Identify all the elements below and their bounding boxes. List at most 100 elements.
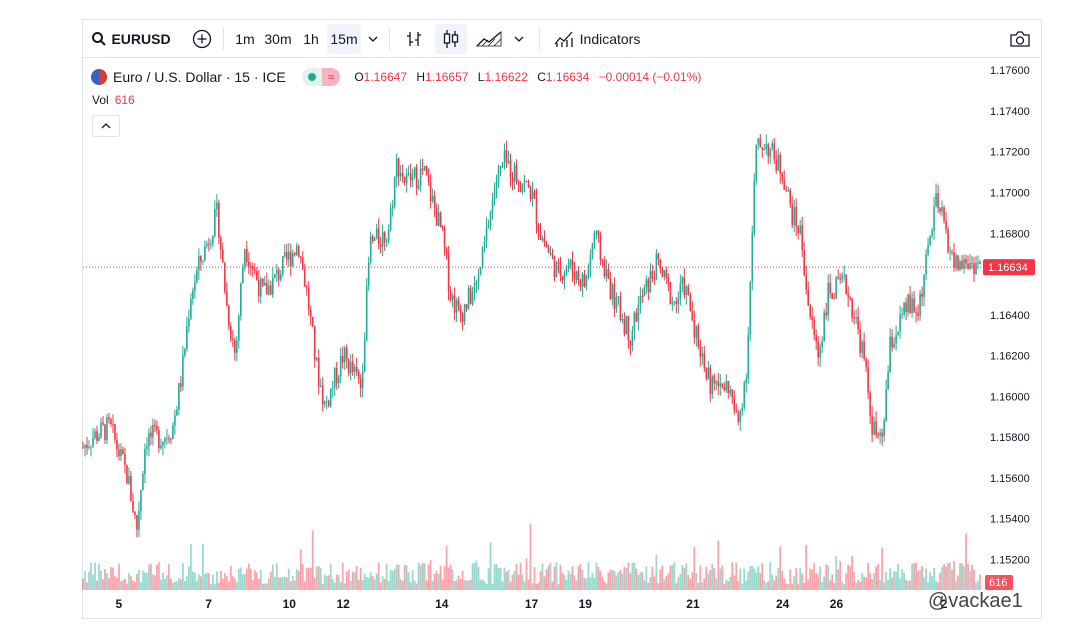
candle-body [218, 202, 220, 238]
candle-body [555, 262, 558, 277]
candle-body [919, 293, 921, 316]
high-key: H [416, 70, 426, 84]
market-status-badge[interactable]: ≈ [301, 68, 341, 86]
candle-body [401, 173, 404, 177]
candle-body [695, 326, 698, 338]
price-axis[interactable]: 1.17600 1.17400 1.17200 1.17000 1.16800 1.166… [990, 65, 1030, 566]
candle-body [238, 315, 240, 341]
interval-30m[interactable]: 30m [264, 31, 292, 47]
candle-body [503, 150, 506, 164]
volume-bar [269, 571, 272, 590]
volume-bar [281, 577, 284, 590]
candle-body [521, 185, 524, 193]
volume-bar [323, 574, 326, 590]
indicators-button[interactable]: Indicators [549, 24, 645, 54]
volume-bar [773, 580, 776, 590]
candle-body [719, 383, 722, 387]
volume-bar [529, 523, 532, 590]
candle-body [321, 385, 324, 405]
bar-chart-type-button[interactable] [401, 24, 427, 54]
interval-1m[interactable]: 1m [235, 31, 255, 47]
volume-bar [375, 573, 378, 590]
volume-bar [721, 565, 724, 590]
volume-bar [647, 582, 650, 590]
symbol-search-button[interactable]: EURUSD [91, 24, 171, 54]
interval-15m[interactable]: 15m [327, 24, 361, 54]
volume-bar [757, 566, 760, 590]
volume-bar [453, 581, 456, 590]
candle-body [833, 298, 835, 300]
volume-bar [747, 571, 750, 590]
volume-bar [307, 567, 310, 590]
volume-bar [675, 583, 678, 590]
price-tick-label: 1.17000 [990, 188, 1030, 200]
candle-body [397, 158, 400, 177]
candle-body [883, 420, 885, 437]
candle-body [899, 314, 901, 332]
volume-bar [259, 570, 262, 590]
candle-body [529, 187, 532, 200]
candle-body [224, 262, 226, 292]
interval-1h[interactable]: 1h [303, 31, 319, 47]
volume-bar [315, 566, 318, 590]
candle-body [917, 313, 919, 316]
volume-bar [607, 572, 610, 590]
candle-body [240, 283, 242, 316]
candle-body [248, 261, 250, 267]
candle-body [407, 173, 410, 175]
candle-chart-type-button[interactable] [435, 24, 467, 54]
time-axis[interactable]: 5 7 10 12 14 17 19 21 24 26 2 [116, 597, 948, 611]
volume-bar [587, 562, 590, 590]
volume-bar [267, 578, 270, 590]
area-chart-type-button[interactable] [473, 24, 505, 54]
candle-body [863, 341, 865, 359]
candle-body [655, 253, 658, 280]
volume-bar [150, 563, 152, 590]
candle-body [180, 383, 182, 387]
interval-dropdown-button[interactable] [363, 24, 383, 54]
candle-body [343, 347, 346, 363]
volume-bar [162, 572, 164, 590]
volume-bar [947, 563, 949, 590]
volume-bar [231, 576, 234, 590]
camera-icon [1010, 31, 1030, 47]
volume-bar [509, 581, 512, 590]
candle-body [116, 439, 118, 450]
last-volume-badge [985, 575, 1013, 590]
candle-body [557, 262, 560, 264]
candle-body [953, 252, 955, 268]
candle-body [184, 348, 186, 356]
candle-body [893, 343, 895, 348]
volume-bar [359, 567, 362, 590]
candle-body [341, 355, 344, 363]
candle-body [811, 316, 813, 320]
candle-body [317, 357, 320, 387]
price-tick-label: 1.15200 [990, 554, 1030, 566]
candle-body [979, 262, 981, 265]
candle-body [841, 275, 843, 280]
volume-bar [126, 583, 128, 590]
volume-bar [615, 575, 618, 590]
volume-bar [173, 581, 176, 590]
candle-body [799, 225, 802, 234]
candle-body [469, 288, 472, 304]
candle-body [297, 246, 300, 257]
compare-add-button[interactable] [189, 24, 215, 54]
snapshot-button[interactable] [1005, 24, 1035, 54]
volume-bar [931, 575, 933, 590]
candle-body [222, 249, 224, 263]
candle-body [705, 368, 708, 379]
volume-bar [853, 571, 856, 590]
candle-body [771, 143, 774, 149]
collapse-legend-button[interactable] [92, 115, 120, 137]
volume-bar [785, 583, 788, 590]
candle-body [563, 272, 566, 281]
volume-bar [923, 577, 925, 590]
volume-bar [421, 563, 424, 590]
volume-bar [877, 563, 880, 590]
volume-bar [915, 562, 917, 590]
candle-body [335, 367, 338, 384]
chart-type-dropdown-button[interactable] [509, 24, 529, 54]
volume-bar [541, 563, 544, 590]
